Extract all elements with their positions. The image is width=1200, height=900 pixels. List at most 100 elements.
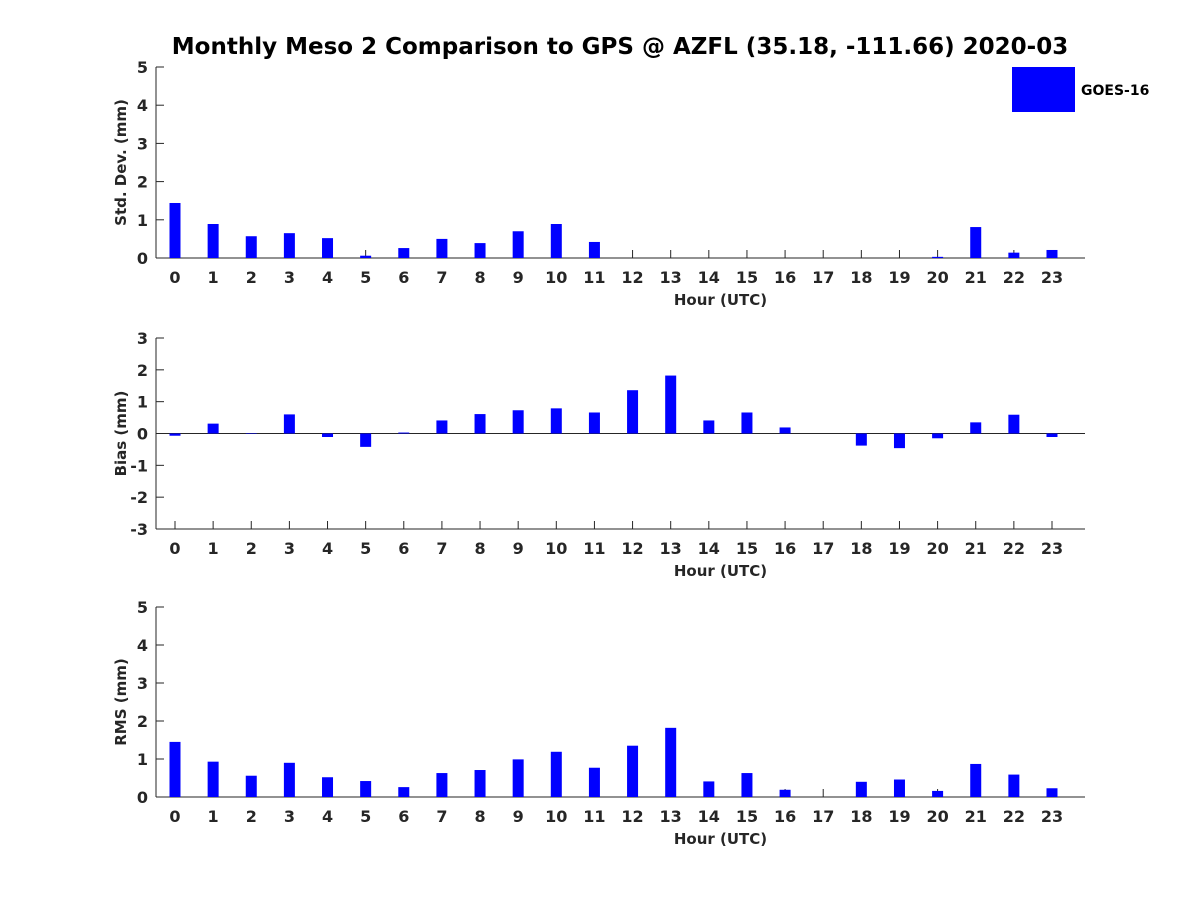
rms-x-tick-label: 13 [660,807,682,826]
std-dev-x-tick-label: 11 [583,268,605,287]
bias-bar [436,420,448,434]
bias-x-tick-label: 22 [1003,539,1025,558]
rms-x-tick-label: 15 [736,807,758,826]
rms-bar [360,781,372,797]
rms-y-tick-label: 1 [137,750,148,769]
std-dev-x-tick-label: 17 [812,268,834,287]
bias-x-tick-label: 6 [398,539,409,558]
rms-bar [322,777,334,797]
rms-bar [1008,774,1020,797]
rms-x-tick-label: 10 [545,807,567,826]
std-dev-x-tick-label: 8 [474,268,485,287]
bias-x-tick-label: 5 [360,539,371,558]
std-dev-y-tick-label: 4 [137,96,148,115]
legend-label: GOES-16 [1081,83,1149,99]
bias-y-tick-label: -1 [130,456,148,475]
std-dev-x-tick-label: 6 [398,268,409,287]
std-dev-x-tick-label: 22 [1003,268,1025,287]
rms-x-tick-label: 2 [246,807,257,826]
rms-y-tick-label: 5 [137,598,148,617]
rms-x-axis-label: Hour (UTC) [674,830,767,848]
std-dev-x-tick-label: 1 [208,268,219,287]
rms-y-tick-label: 3 [137,674,148,693]
std-dev-x-tick-label: 9 [513,268,524,287]
rms-x-tick-label: 19 [888,807,910,826]
rms-x-tick-label: 12 [621,807,643,826]
bias-bar [970,422,982,434]
bias-bar [169,433,181,436]
rms-x-tick-label: 18 [850,807,872,826]
std-dev-x-tick-label: 18 [850,268,872,287]
bias-bar [245,433,257,434]
rms-x-tick-label: 6 [398,807,409,826]
bias-x-tick-label: 14 [698,539,720,558]
std-dev-y-tick-label: 3 [137,134,148,153]
bias-x-tick-label: 16 [774,539,796,558]
std-dev-bar [1008,252,1020,258]
bias-x-tick-label: 19 [888,539,910,558]
bias-x-tick-label: 2 [246,539,257,558]
rms-x-tick-label: 1 [208,807,219,826]
bias-bar [627,390,639,434]
rms-bar [627,745,639,797]
rms-x-tick-label: 14 [698,807,720,826]
rms-x-tick-label: 23 [1041,807,1063,826]
bias-y-tick-label: -2 [130,488,148,507]
std-dev-x-tick-label: 4 [322,268,333,287]
rms-y-tick-label: 2 [137,712,148,731]
bias-y-tick-label: 3 [137,329,148,348]
rms-bar [1046,788,1058,797]
std-dev-x-tick-label: 15 [736,268,758,287]
bias-bar [588,412,600,434]
std-dev-x-axis-label: Hour (UTC) [674,291,767,309]
rms-x-tick-label: 21 [965,807,987,826]
std-dev-x-tick-label: 19 [888,268,910,287]
std-dev-y-tick-label: 0 [137,249,148,268]
bias-bar [855,433,867,446]
std-dev-x-tick-label: 13 [660,268,682,287]
std-dev-bar [245,236,257,258]
std-dev-y-tick-label: 2 [137,173,148,192]
std-dev-x-tick-label: 10 [545,268,567,287]
rms-bar [398,787,410,797]
bias-bar [665,375,677,434]
legend: GOES-16 [1012,67,1149,112]
bias-bar [512,410,524,434]
bias-bar [550,408,562,434]
bias-bar [1046,433,1058,438]
rms-x-tick-label: 4 [322,807,333,826]
rms-bar [283,762,295,797]
bias-x-tick-label: 18 [850,539,872,558]
bias-bar [474,414,486,434]
rms-y-axis-label: RMS (mm) [112,658,130,745]
std-dev-x-tick-label: 16 [774,268,796,287]
std-dev-y-axis-label: Std. Dev. (mm) [112,99,130,226]
rms-x-tick-label: 0 [169,807,180,826]
std-dev-y-tick-label: 5 [137,58,148,77]
std-dev-x-tick-label: 12 [621,268,643,287]
bias-bar [283,414,295,434]
bias-y-tick-label: 2 [137,361,148,380]
rms-y-tick-label: 0 [137,788,148,807]
rms-bar [779,789,791,797]
std-dev-x-tick-label: 3 [284,268,295,287]
bias-x-tick-label: 3 [284,539,295,558]
std-dev-bar [436,238,448,258]
std-dev-x-tick-label: 5 [360,268,371,287]
rms-x-tick-label: 20 [926,807,948,826]
rms-bar [550,751,562,797]
std-dev-bar [322,238,334,258]
bias-bar [741,412,753,434]
bias-x-tick-label: 21 [965,539,987,558]
bias-x-tick-label: 1 [208,539,219,558]
std-dev-bar [1046,249,1058,258]
rms-x-tick-label: 17 [812,807,834,826]
rms-bar [512,759,524,797]
std-dev-bar [169,202,181,258]
bias-bar [398,432,410,434]
bias-x-tick-label: 23 [1041,539,1063,558]
